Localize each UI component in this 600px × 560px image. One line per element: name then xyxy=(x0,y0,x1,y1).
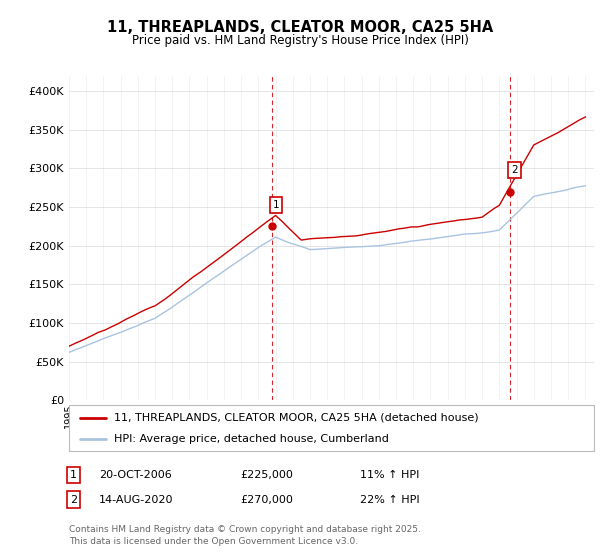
Text: 20-OCT-2006: 20-OCT-2006 xyxy=(99,470,172,480)
Text: 2: 2 xyxy=(70,494,77,505)
Text: 11, THREAPLANDS, CLEATOR MOOR, CA25 5HA (detached house): 11, THREAPLANDS, CLEATOR MOOR, CA25 5HA … xyxy=(113,413,478,423)
Text: 1: 1 xyxy=(273,200,280,210)
Text: 1: 1 xyxy=(70,470,77,480)
Text: 11, THREAPLANDS, CLEATOR MOOR, CA25 5HA: 11, THREAPLANDS, CLEATOR MOOR, CA25 5HA xyxy=(107,20,493,35)
Text: Price paid vs. HM Land Registry's House Price Index (HPI): Price paid vs. HM Land Registry's House … xyxy=(131,34,469,46)
Text: HPI: Average price, detached house, Cumberland: HPI: Average price, detached house, Cumb… xyxy=(113,435,389,444)
Text: 2: 2 xyxy=(511,165,518,175)
Text: 11% ↑ HPI: 11% ↑ HPI xyxy=(360,470,419,480)
Text: Contains HM Land Registry data © Crown copyright and database right 2025.
This d: Contains HM Land Registry data © Crown c… xyxy=(69,525,421,546)
Text: £270,000: £270,000 xyxy=(240,494,293,505)
Text: £225,000: £225,000 xyxy=(240,470,293,480)
Text: 14-AUG-2020: 14-AUG-2020 xyxy=(99,494,173,505)
Text: 22% ↑ HPI: 22% ↑ HPI xyxy=(360,494,419,505)
